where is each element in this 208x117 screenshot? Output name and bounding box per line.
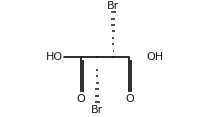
Text: O: O — [125, 94, 134, 104]
Text: OH: OH — [147, 52, 164, 62]
Text: Br: Br — [107, 1, 119, 11]
Text: HO: HO — [46, 52, 63, 62]
Text: Br: Br — [91, 104, 103, 115]
Text: O: O — [77, 94, 85, 104]
